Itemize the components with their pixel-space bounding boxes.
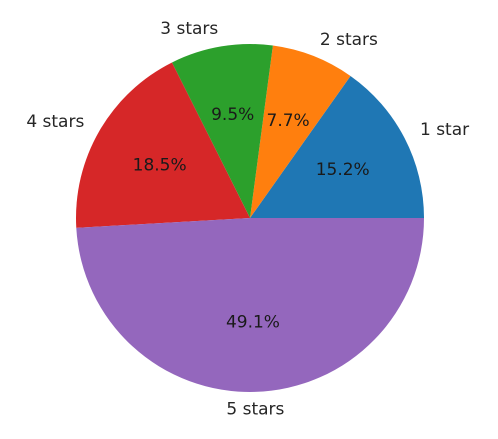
pie-slices (76, 44, 424, 393)
slice-label-1-star: 1 star (420, 120, 469, 140)
pie-slice-3-stars (171, 44, 273, 219)
slice-percent-3-stars: 9.5% (211, 105, 254, 125)
slice-label-2-stars: 2 stars (320, 30, 378, 50)
pie-slice-2-stars (250, 45, 351, 218)
slice-percent-5-stars: 49.1% (226, 312, 280, 332)
slice-percent-4-stars: 18.5% (133, 156, 187, 176)
pie-slice-1-star (250, 75, 424, 218)
pie-labels: 1 star 15.2% 2 stars 7.7% 3 stars 9.5% 4 stars… (26, 19, 469, 419)
pie-slice-4-stars (76, 62, 250, 228)
slice-label-3-stars: 3 stars (160, 19, 218, 39)
slice-label-5-stars: 5 stars (226, 399, 284, 419)
slice-label-4-stars: 4 stars (26, 112, 84, 132)
slice-percent-2-stars: 7.7% (267, 111, 310, 131)
slice-percent-1-star: 15.2% (316, 160, 370, 180)
pie-slice-5-stars (76, 218, 424, 393)
